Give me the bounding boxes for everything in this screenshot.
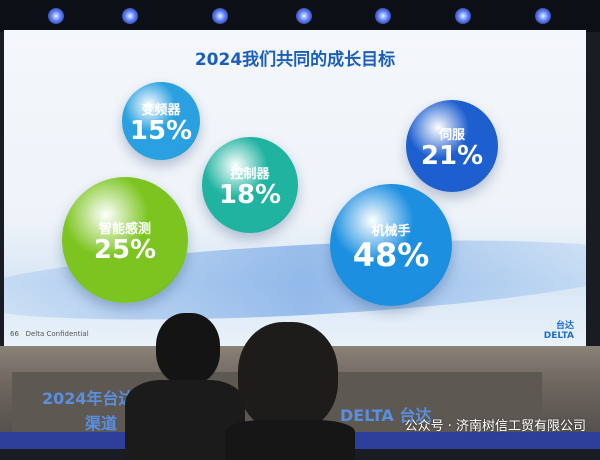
bubble-value: 15%: [129, 115, 193, 146]
stage-light: [296, 8, 312, 24]
logo-cn: 台达: [555, 321, 574, 331]
bubble-value: 18%: [218, 179, 282, 210]
bubble-sensing: 智能感测 25%: [62, 177, 188, 303]
ceiling-lights: [0, 0, 600, 32]
stage-light: [375, 8, 391, 24]
audience-head: [238, 322, 338, 432]
bubble-inverter: 变频器 15%: [122, 82, 200, 160]
bubble-label: 控制器: [230, 166, 270, 182]
footer-text: Delta Confidential: [25, 330, 89, 338]
bubble-label: 伺服: [438, 127, 465, 143]
bubble-label: 变频器: [141, 102, 181, 118]
presentation-slide: 2024我们共同的成长目标 变频器 15% 控制器 18% 智能感测 25% 伺服 21…: [4, 30, 586, 346]
banner-line2: 渠道: [85, 414, 118, 433]
bubble-label: 智能感测: [98, 221, 151, 237]
watermark: 公众号 · 济南树信工贸有限公司: [404, 419, 586, 434]
bubble-value: 48%: [352, 235, 430, 274]
bubble-robot-arm: 机械手 48%: [330, 184, 452, 306]
bubble-value: 21%: [420, 140, 484, 171]
audience-head: [156, 313, 220, 385]
stage-light: [455, 8, 471, 24]
banner-line1: 2024年台达: [42, 389, 135, 408]
stage-light: [122, 8, 138, 24]
bubble-controller: 控制器 18%: [202, 137, 298, 233]
stage-light: [48, 8, 64, 24]
delta-logo: 台达 DELTA: [544, 318, 574, 341]
audience-body: [225, 420, 355, 460]
slide-footer: 66 Delta Confidential: [10, 330, 89, 338]
logo-en: DELTA: [543, 331, 574, 341]
bubble-value: 25%: [93, 234, 157, 265]
stage-light: [212, 8, 228, 24]
stage-light: [535, 8, 551, 24]
bubble-servo: 伺服 21%: [406, 100, 498, 192]
page-number: 66: [10, 330, 19, 338]
bubble-label: 机械手: [371, 223, 411, 239]
banner-brand: DELTA 台达: [340, 406, 432, 425]
slide-title: 2024我们共同的成长目标: [194, 50, 396, 70]
